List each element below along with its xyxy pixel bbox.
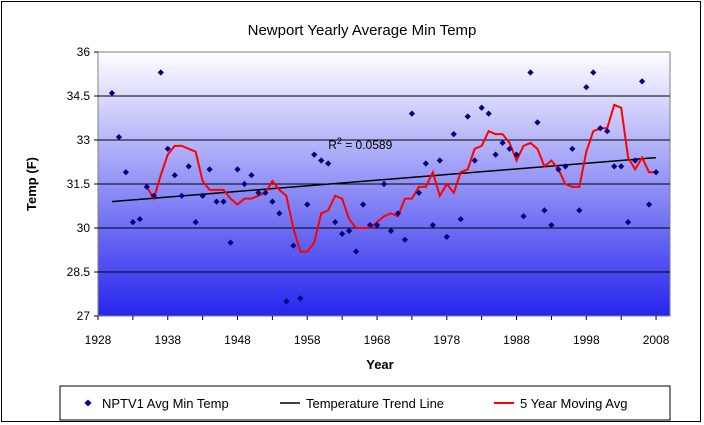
- legend-item-points: NPTV1 Avg Min Temp: [84, 396, 229, 411]
- x-tick-label: 1968: [364, 333, 391, 347]
- x-axis-title: Year: [366, 357, 393, 372]
- data-point: [269, 198, 276, 205]
- data-point: [471, 157, 478, 164]
- legend-item-moving-avg: 5 Year Moving Avg: [494, 396, 627, 411]
- legend-label-trend: Temperature Trend Line: [306, 396, 444, 411]
- data-point: [248, 172, 255, 179]
- data-point: [318, 157, 325, 164]
- y-tick-label: 31.5: [67, 177, 91, 191]
- data-point: [192, 219, 199, 226]
- data-point: [143, 183, 150, 191]
- data-point: [297, 295, 304, 302]
- y-tick-label: 33: [77, 133, 91, 147]
- x-tick-label: 1938: [154, 333, 181, 347]
- chart-title: Newport Yearly Average Min Temp: [248, 22, 477, 39]
- data-point: [241, 180, 248, 188]
- data-point: [638, 78, 646, 85]
- y-axis-title: Temp (F): [24, 157, 39, 211]
- data-point: [115, 133, 123, 141]
- x-tick-label: 1928: [85, 333, 112, 347]
- data-point: [311, 151, 318, 158]
- legend-label-points: NPTV1 Avg Min Temp: [102, 396, 229, 411]
- x-tick-label: 1998: [573, 333, 600, 347]
- data-point: [436, 157, 443, 164]
- data-point: [492, 151, 499, 158]
- x-tick-label: 2008: [643, 333, 670, 347]
- data-point: [199, 192, 206, 199]
- data-point: [283, 298, 290, 305]
- data-point: [206, 166, 213, 173]
- r-squared-value: = 0.0589: [342, 138, 393, 152]
- moving-avg-line: [145, 103, 657, 253]
- legend-point-marker: [84, 399, 92, 407]
- data-point: [157, 69, 164, 76]
- x-tick-label: 1948: [224, 333, 251, 347]
- r-squared-prefix: R: [328, 138, 337, 152]
- legend-item-trend: Temperature Trend Line: [280, 396, 444, 411]
- data-point: [227, 239, 234, 246]
- y-axis-ticks: 27 28.5 30 31.5 33 34.5 36: [67, 45, 98, 323]
- r-squared-annotation: R2 = 0.0589: [328, 136, 392, 152]
- y-tick-label: 28.5: [67, 265, 91, 279]
- data-point: [213, 198, 220, 205]
- data-point: [290, 242, 297, 249]
- legend-label-moving-avg: 5 Year Moving Avg: [520, 396, 627, 411]
- data-point: [129, 219, 136, 226]
- x-tick-label: 1988: [503, 333, 530, 347]
- x-tick-label: 1978: [433, 333, 460, 347]
- y-tick-label: 36: [77, 45, 91, 59]
- y-tick-label: 27: [77, 309, 91, 323]
- data-point: [122, 169, 130, 176]
- data-point: [171, 172, 178, 179]
- data-point: [304, 201, 311, 208]
- data-point: [359, 201, 367, 208]
- data-point: [178, 192, 185, 199]
- x-axis-ticks: 1928 1938 1948 1958 1968 1978 1988 1998 2008: [85, 316, 670, 347]
- data-point: [234, 166, 241, 173]
- legend-box: [59, 385, 671, 421]
- data-point: [108, 89, 116, 97]
- data-point: [150, 192, 157, 199]
- y-tick-label: 30: [77, 221, 91, 235]
- data-point: [583, 84, 590, 91]
- x-tick-label: 1958: [294, 333, 321, 347]
- r-squared-sup: 2: [337, 136, 342, 146]
- data-point: [136, 216, 143, 223]
- data-point: [185, 163, 192, 170]
- y-tick-label: 34.5: [67, 89, 91, 103]
